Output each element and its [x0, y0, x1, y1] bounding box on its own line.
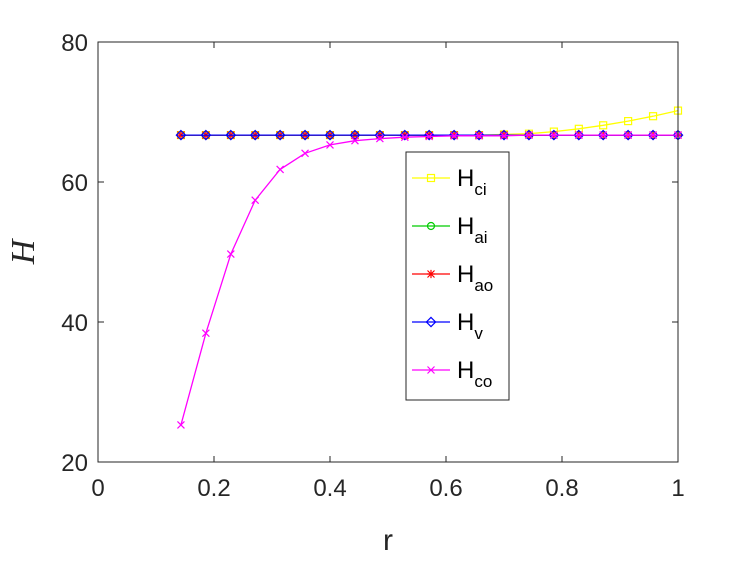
- data-point-v: [597, 129, 609, 141]
- data-point-co: [649, 131, 657, 140]
- axes-box: [97, 41, 679, 463]
- data-point-ci: [624, 116, 633, 126]
- x-tick-label: 0: [91, 475, 104, 502]
- data-point-v: [622, 129, 634, 141]
- data-point-co: [201, 329, 210, 338]
- data-point-co: [500, 131, 508, 140]
- x-tick-label: 0.8: [545, 475, 578, 502]
- legend-label-subscript: v: [474, 324, 483, 343]
- data-point-co: [400, 133, 409, 142]
- data-point-co: [326, 140, 334, 149]
- data-point-co: [351, 136, 359, 145]
- data-point-co: [251, 196, 260, 205]
- y-tick-label: 60: [61, 170, 88, 197]
- data-point-co: [276, 165, 285, 174]
- series-co: [177, 131, 682, 429]
- data-point-ci: [599, 121, 608, 130]
- data-point-co: [375, 134, 384, 143]
- data-point-co: [525, 131, 533, 140]
- data-point-v: [374, 129, 386, 141]
- y-tick-label: 20: [61, 450, 88, 477]
- data-point-v: [225, 129, 237, 141]
- data-point-co: [177, 420, 185, 429]
- data-point-v: [299, 129, 311, 141]
- data-point-co: [624, 131, 633, 140]
- data-point-v: [249, 129, 261, 141]
- legend-label-subscript: ao: [474, 276, 493, 295]
- data-point-co: [599, 131, 608, 140]
- series-layer: [175, 106, 684, 429]
- x-tick-label: 0.6: [429, 475, 462, 502]
- data-point-co: [301, 149, 309, 158]
- axes-layer: 0 0.2 0.4 0.6 0.8 1 20 40 60 80: [61, 30, 684, 502]
- data-point-v: [523, 129, 535, 141]
- y-tick-label: 80: [61, 30, 88, 57]
- x-tick-label: 1: [671, 475, 684, 502]
- data-point-co: [450, 131, 459, 140]
- data-point-v: [548, 129, 560, 141]
- data-point-co: [574, 131, 583, 140]
- data-point-v: [349, 129, 361, 141]
- legend-box: [405, 151, 510, 401]
- y-axis-label: H: [5, 237, 42, 265]
- legend-marker: [425, 316, 437, 328]
- data-point-ci: [648, 112, 658, 121]
- plot-background: [98, 42, 678, 462]
- legend-label-subscript: ci: [474, 180, 486, 199]
- data-point-v: [573, 129, 585, 141]
- x-axis-label: r: [383, 524, 393, 557]
- x-tick-label: 0.2: [197, 475, 230, 502]
- data-point-v: [175, 129, 187, 141]
- data-point-v: [647, 129, 659, 141]
- legend-marker: [427, 366, 435, 374]
- x-tick-label: 0.4: [313, 475, 346, 502]
- legend-marker: [426, 269, 436, 279]
- data-point-v: [274, 129, 286, 141]
- legend-label-subscript: co: [474, 372, 492, 391]
- data-point-co: [226, 250, 235, 259]
- data-point-v: [200, 129, 212, 141]
- legend-label-subscript: ai: [474, 228, 487, 247]
- data-point-v: [324, 129, 336, 141]
- data-point-co: [425, 132, 434, 141]
- data-point-co: [475, 131, 483, 140]
- data-point-co: [549, 131, 558, 140]
- y-tick-label: 40: [61, 310, 88, 337]
- legend-marker: [426, 173, 436, 183]
- legend-marker: [426, 221, 436, 231]
